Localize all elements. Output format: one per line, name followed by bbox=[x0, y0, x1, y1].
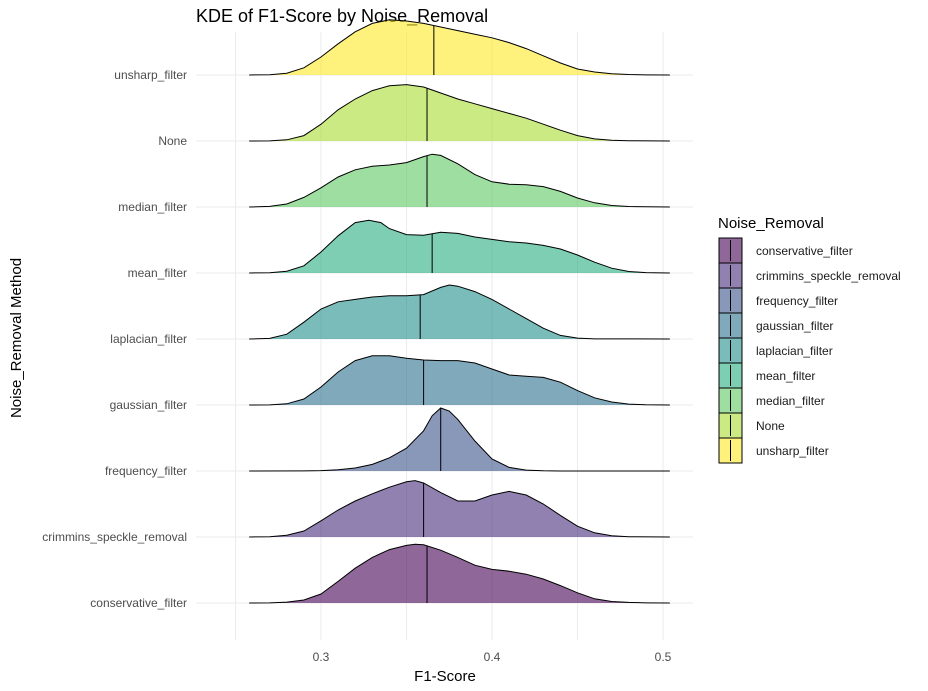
ridge-outline-none bbox=[249, 84, 670, 142]
legend-item-median-filter: median_filter bbox=[718, 387, 825, 414]
ridge-median-filter bbox=[249, 153, 670, 208]
y-axis-tick-labels: conservative_filter crimmins_speckle_remo… bbox=[42, 68, 187, 610]
ridge-fill-median-filter bbox=[249, 154, 670, 207]
chart-title: KDE of F1-Score by Noise_Removal bbox=[196, 6, 488, 27]
ridge-outline-conservative-filter bbox=[249, 543, 670, 604]
legend-label: laplacian_filter bbox=[756, 344, 833, 358]
x-tick-label: 0.4 bbox=[484, 650, 501, 664]
legend-item-none: None bbox=[718, 412, 785, 439]
legend-label: None bbox=[756, 419, 785, 433]
ridge-outline-median-filter bbox=[249, 153, 670, 208]
ridge-outline-crimmins-speckle-removal bbox=[249, 480, 670, 538]
ridge-fill-conservative-filter bbox=[249, 544, 670, 603]
ridge-fill-frequency-filter bbox=[249, 408, 670, 471]
ridge-outline-gaussian-filter bbox=[249, 355, 670, 406]
legend-label: gaussian_filter bbox=[756, 319, 833, 333]
ridge-conservative-filter bbox=[249, 543, 670, 604]
ridge-frequency-filter bbox=[249, 407, 670, 472]
y-tick-label: unsharp_filter bbox=[114, 68, 187, 82]
y-axis-title: Noise_Removal Method bbox=[8, 258, 25, 418]
ridge-fill-laplacian-filter bbox=[249, 285, 670, 339]
legend-label: frequency_filter bbox=[756, 294, 838, 308]
ridge-fill-gaussian-filter bbox=[249, 355, 670, 405]
y-tick-label: None bbox=[158, 134, 187, 148]
legend-item-laplacian-filter: laplacian_filter bbox=[718, 337, 833, 364]
ridge-crimmins-speckle-removal bbox=[249, 480, 670, 538]
legend-label: median_filter bbox=[756, 394, 825, 408]
ridge-outline-frequency-filter bbox=[249, 407, 670, 472]
ridge-outline-laplacian-filter bbox=[249, 284, 670, 340]
x-tick-label: 0.3 bbox=[313, 650, 330, 664]
legend-item-crimmins-speckle-removal: crimmins_speckle_removal bbox=[718, 262, 901, 289]
legend-label: crimmins_speckle_removal bbox=[756, 269, 901, 283]
legend-item-conservative-filter: conservative_filter bbox=[718, 237, 853, 264]
ridge-none bbox=[249, 84, 670, 142]
density-ridges bbox=[249, 19, 670, 604]
ridge-fill-crimmins-speckle-removal bbox=[249, 480, 670, 537]
legend-label: conservative_filter bbox=[756, 244, 853, 258]
legend: Noise_Removal conservative_filtercrimmin… bbox=[718, 215, 901, 464]
ridge-fill-unsharp-filter bbox=[249, 19, 670, 75]
y-tick-label: crimmins_speckle_removal bbox=[42, 530, 187, 544]
y-tick-label: frequency_filter bbox=[105, 464, 187, 478]
legend-item-unsharp-filter: unsharp_filter bbox=[718, 437, 829, 464]
ridge-fill-none bbox=[249, 84, 670, 141]
ridge-gaussian-filter bbox=[249, 355, 670, 406]
y-tick-label: mean_filter bbox=[128, 266, 187, 280]
x-axis-tick-labels: 0.3 0.4 0.5 bbox=[313, 650, 672, 664]
legend-item-frequency-filter: frequency_filter bbox=[718, 287, 838, 314]
y-tick-label: median_filter bbox=[118, 200, 187, 214]
x-axis-title: F1-Score bbox=[414, 668, 476, 685]
y-tick-label: conservative_filter bbox=[90, 596, 187, 610]
x-tick-label: 0.5 bbox=[655, 650, 672, 664]
ridge-outline-unsharp-filter bbox=[249, 19, 670, 76]
legend-title: Noise_Removal bbox=[718, 215, 824, 232]
ridge-fill-mean-filter bbox=[249, 220, 670, 273]
legend-item-gaussian-filter: gaussian_filter bbox=[718, 312, 833, 339]
y-tick-label: laplacian_filter bbox=[110, 332, 187, 346]
ridge-laplacian-filter bbox=[249, 284, 670, 340]
ridge-unsharp-filter bbox=[249, 19, 670, 76]
legend-item-mean-filter: mean_filter bbox=[718, 362, 815, 389]
ridge-outline-mean-filter bbox=[249, 219, 670, 274]
legend-label: unsharp_filter bbox=[756, 444, 829, 458]
legend-label: mean_filter bbox=[756, 369, 815, 383]
y-tick-label: gaussian_filter bbox=[110, 398, 187, 412]
ridge-mean-filter bbox=[249, 219, 670, 274]
